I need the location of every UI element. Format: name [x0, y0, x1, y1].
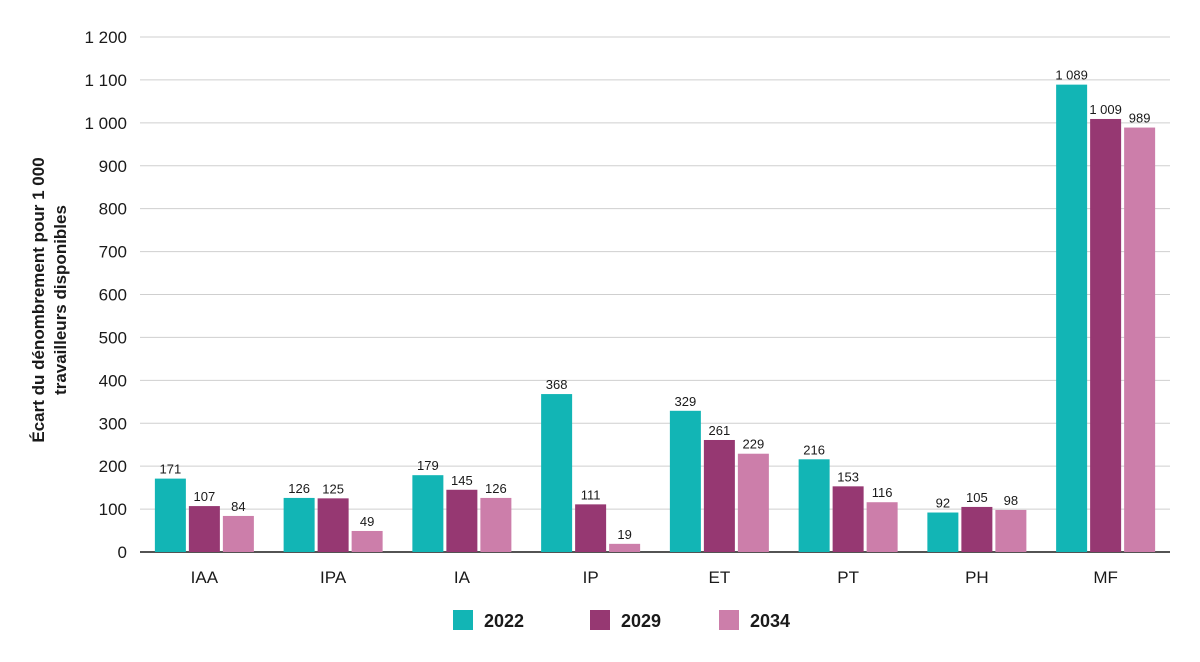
data-label: 329 [675, 394, 697, 409]
y-tick-label: 1 100 [84, 71, 127, 90]
data-label: 179 [417, 458, 439, 473]
data-label: 92 [936, 496, 950, 511]
data-labels: 171 107 84 126 125 49 179 145 126 368 111 19 329 261 2… [160, 68, 1151, 542]
y-axis-title-line-1: Écart du dénombrement pour 1 000 [29, 157, 48, 442]
bar-ia-2022 [412, 475, 444, 552]
data-label: 116 [872, 485, 893, 500]
legend-swatch-2029 [590, 610, 610, 630]
data-label: 111 [581, 487, 601, 502]
legend-swatch-2022 [453, 610, 473, 630]
x-tick-label: IA [454, 568, 471, 587]
y-axis-title: Écart du dénombrement pour 1 000 travail… [29, 157, 70, 442]
bar-ph-2022 [927, 512, 959, 552]
bar-ph-2029 [961, 506, 993, 552]
bar-ip-2034 [609, 543, 641, 552]
data-label: 1 009 [1089, 102, 1122, 117]
data-label: 171 [160, 462, 182, 477]
bar-mf-2022 [1056, 84, 1088, 552]
bar-iaa-2034 [222, 515, 254, 552]
bar-ip-2029 [575, 504, 607, 552]
legend-label-2022: 2022 [484, 611, 524, 631]
legend-label-2034: 2034 [750, 611, 790, 631]
x-tick-label: IP [583, 568, 599, 587]
x-tick-label: MF [1093, 568, 1118, 587]
y-tick-label: 100 [99, 500, 127, 519]
y-tick-label: 0 [118, 543, 127, 562]
data-label: 19 [617, 527, 631, 542]
bar-iaa-2029 [188, 506, 220, 552]
data-label: 49 [360, 514, 374, 529]
x-axis-ticks: IAA IPA IA IP ET PT PH MF [191, 568, 1118, 587]
y-axis-title-line-2: travailleurs disponibles [51, 205, 70, 395]
y-tick-label: 200 [99, 457, 127, 476]
x-tick-label: IAA [191, 568, 219, 587]
bar-ipa-2034 [351, 530, 383, 552]
bar-pt-2029 [832, 486, 864, 552]
x-tick-label: ET [709, 568, 731, 587]
data-label: 229 [743, 437, 765, 452]
data-label: 126 [485, 481, 507, 496]
data-label: 145 [451, 473, 473, 488]
bar-mf-2034 [1124, 127, 1156, 552]
bar-ph-2034 [995, 509, 1027, 552]
data-label: 105 [966, 490, 988, 505]
y-tick-label: 800 [99, 200, 127, 219]
data-label: 261 [709, 423, 731, 438]
bar-et-2029 [703, 439, 735, 552]
data-label: 153 [837, 469, 859, 484]
data-label: 989 [1129, 111, 1151, 126]
y-tick-label: 300 [99, 414, 127, 433]
y-tick-label: 500 [99, 328, 127, 347]
bar-ia-2029 [446, 489, 478, 552]
legend: 2022 2029 2034 [453, 610, 790, 631]
bar-ip-2022 [541, 394, 573, 552]
gridlines [140, 36, 1170, 553]
x-tick-label: PH [965, 568, 989, 587]
data-label: 126 [288, 481, 310, 496]
data-label: 216 [803, 442, 825, 457]
y-tick-label: 700 [99, 243, 127, 262]
x-tick-label: PT [837, 568, 859, 587]
data-label: 84 [231, 499, 245, 514]
y-tick-label: 1 200 [84, 28, 127, 47]
y-tick-label: 400 [99, 371, 127, 390]
bar-et-2022 [669, 410, 701, 552]
bar-mf-2029 [1090, 118, 1122, 553]
bar-pt-2022 [798, 459, 830, 552]
data-label: 107 [194, 489, 216, 504]
data-label: 1 089 [1055, 68, 1088, 83]
y-tick-label: 1 000 [84, 114, 127, 133]
bars [154, 84, 1156, 553]
bar-et-2034 [737, 453, 769, 552]
legend-swatch-2034 [719, 610, 739, 630]
data-label: 125 [322, 481, 344, 496]
bar-ipa-2029 [317, 498, 349, 552]
y-tick-label: 600 [99, 286, 127, 305]
bar-iaa-2022 [154, 478, 186, 552]
x-tick-label: IPA [320, 568, 347, 587]
bar-pt-2034 [866, 502, 898, 552]
bar-ia-2034 [480, 497, 512, 552]
y-axis-ticks: 0 100 200 300 400 500 600 700 800 900 1 000 1 100 1 … [84, 28, 127, 562]
y-tick-label: 900 [99, 157, 127, 176]
data-label: 368 [546, 377, 568, 392]
data-label: 98 [1004, 493, 1018, 508]
legend-label-2029: 2029 [621, 611, 661, 631]
bar-ipa-2022 [283, 497, 315, 552]
